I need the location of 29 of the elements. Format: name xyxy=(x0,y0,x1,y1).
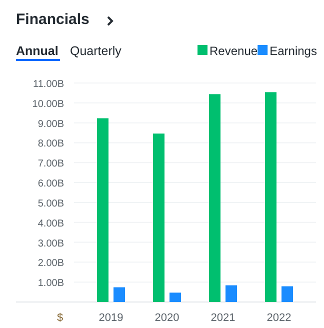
bar xyxy=(170,292,181,302)
y-tick-label: 7.00B xyxy=(38,158,64,170)
y-tick-label: 9.00B xyxy=(38,118,64,130)
chart-title: Financials xyxy=(16,11,90,28)
y-tick-label: 4.00B xyxy=(38,218,64,230)
legend-label: Revenue xyxy=(210,44,258,58)
y-tick-label: 2.00B xyxy=(38,258,64,270)
bar xyxy=(209,94,220,302)
x-tick-label: 2021 xyxy=(210,312,236,324)
y-axis-title: $ xyxy=(56,312,64,324)
y-tick-label: 6.00B xyxy=(38,178,64,190)
x-tick-label: 2019 xyxy=(98,312,124,324)
bar xyxy=(265,92,276,302)
legend-label: Earnings xyxy=(270,44,317,58)
y-tick-label: 10.00B xyxy=(32,98,64,110)
text: Annual xyxy=(16,44,58,58)
x-tick-label: 2020 xyxy=(154,312,180,324)
y-tick-label: 3.00B xyxy=(38,238,64,250)
bar xyxy=(97,118,108,302)
bar xyxy=(153,134,164,302)
bar xyxy=(282,286,293,302)
y-tick-label: 11.00B xyxy=(33,79,64,90)
bar xyxy=(114,287,125,302)
y-tick-label: 8.00B xyxy=(38,138,64,150)
text: Quarterly xyxy=(70,44,122,58)
y-tick-label: 1.00B xyxy=(38,278,64,290)
bar xyxy=(226,285,237,302)
y-tick-label: 5.00B xyxy=(38,198,64,210)
x-tick-label: 2022 xyxy=(266,312,292,324)
